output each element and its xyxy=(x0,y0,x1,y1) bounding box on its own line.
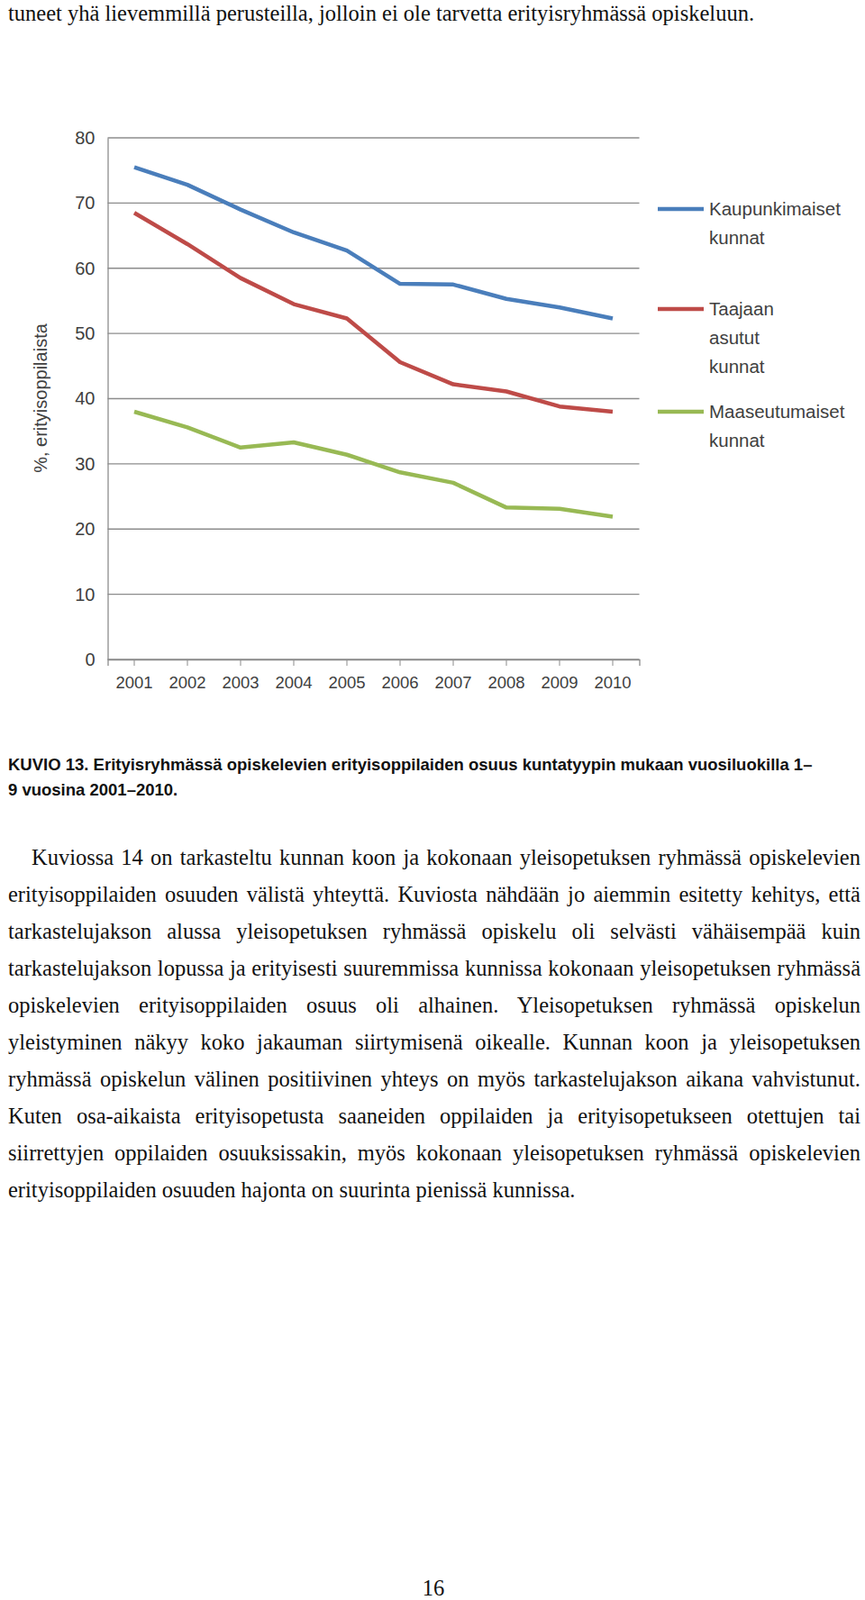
y-tick: 60 xyxy=(74,258,108,279)
x-tick-mark xyxy=(453,659,455,666)
x-tick-label: 2010 xyxy=(593,673,631,692)
y-tick-label: 80 xyxy=(74,127,95,148)
x-tick-mark xyxy=(346,659,348,666)
y-tick-label: 10 xyxy=(74,584,95,605)
x-tick: 2001 xyxy=(115,659,153,692)
series-line xyxy=(134,411,613,518)
x-tick-mark xyxy=(134,659,136,666)
legend-label: Taajaanasututkunnat xyxy=(709,298,774,377)
x-tick: 2007 xyxy=(434,659,472,692)
y-axis-line xyxy=(107,138,109,661)
legend-swatch xyxy=(657,409,704,415)
x-tick-label: 2006 xyxy=(381,673,419,692)
x-tick-mark xyxy=(506,659,508,666)
legend-item: Taajaanasututkunnat xyxy=(657,298,774,377)
y-tick-label: 0 xyxy=(84,649,95,670)
y-tick-label: 20 xyxy=(74,519,95,539)
x-tick-label: 2009 xyxy=(540,673,578,692)
y-tick-label: 70 xyxy=(74,192,95,213)
x-tick-label: 2008 xyxy=(487,673,525,692)
intro-text: tuneet yhä lievemmillä perusteilla, joll… xyxy=(8,0,861,32)
chart: 0102030405060708020012002200320042005200… xyxy=(0,0,865,1600)
y-tick: 50 xyxy=(74,323,108,344)
x-tick-label: 2001 xyxy=(115,673,153,692)
legend-swatch xyxy=(657,307,704,312)
grid-line xyxy=(108,332,640,334)
y-tick: 30 xyxy=(74,454,108,474)
y-tick: 0 xyxy=(84,649,108,670)
y-tick: 40 xyxy=(74,388,108,409)
legend-swatch xyxy=(657,207,704,212)
series-line xyxy=(134,167,613,319)
grid xyxy=(108,137,640,660)
x-tick: 2005 xyxy=(327,659,365,692)
y-tick: 10 xyxy=(74,584,108,605)
x-tick-label: 2005 xyxy=(327,673,365,692)
x-axis-line xyxy=(108,660,640,667)
x-tick-label: 2002 xyxy=(168,673,206,692)
x-tick: 2006 xyxy=(381,659,419,692)
series-line xyxy=(134,212,613,412)
series-lines xyxy=(134,167,613,518)
legend-item: Kaupunkimaisetkunnat xyxy=(657,198,841,248)
x-tick: 2008 xyxy=(487,659,525,692)
legend-label: Maaseutumaisetkunnat xyxy=(709,400,846,451)
page-number: 16 xyxy=(0,1569,865,1600)
legend: Kaupunkimaisetkunnat Taajaanasututkunnat M… xyxy=(657,198,846,451)
y-tick-label: 60 xyxy=(74,258,95,279)
y-axis-title: %, erityisoppilaista xyxy=(30,322,51,474)
grid-line xyxy=(108,136,640,138)
figure-caption: KUVIO 13. Erityisryhmässä opiskelevien e… xyxy=(8,752,820,803)
legend-label: Kaupunkimaisetkunnat xyxy=(709,198,841,248)
x-tick: 2009 xyxy=(540,659,578,692)
grid-line xyxy=(108,593,640,595)
x-tick: 2003 xyxy=(221,659,259,692)
x-tick: 2002 xyxy=(168,659,206,692)
x-tick: 2004 xyxy=(274,659,312,692)
x-tick-label: 2003 xyxy=(221,673,259,692)
body-paragraph: Kuviossa 14 on tarkasteltu kunnan koon j… xyxy=(8,838,861,1209)
y-tick-label: 30 xyxy=(74,454,95,474)
y-tick: 20 xyxy=(74,519,108,539)
grid-line xyxy=(108,398,640,400)
x-tick-mark xyxy=(293,659,295,666)
x-tick-mark xyxy=(187,659,189,666)
x-tick-mark xyxy=(240,659,242,666)
x-tick: 2010 xyxy=(593,659,631,692)
x-tick-mark xyxy=(400,659,401,666)
x-axis: 2001 2002 2003 2004 2005 2006 2007 2008 2009 2010 xyxy=(108,659,640,692)
y-axis: 0 10 20 30 40 50 60 70 80 xyxy=(74,127,109,670)
y-tick-label: 40 xyxy=(74,388,95,409)
x-tick-label: 2007 xyxy=(434,673,472,692)
grid-line xyxy=(108,528,640,530)
grid-line xyxy=(108,202,640,204)
x-tick-mark xyxy=(612,659,614,666)
x-tick-label: 2004 xyxy=(274,673,312,692)
y-tick-label: 50 xyxy=(74,323,95,344)
legend-item: Maaseutumaisetkunnat xyxy=(657,400,846,451)
y-tick: 70 xyxy=(74,192,108,213)
x-tick-mark xyxy=(559,659,561,666)
y-tick: 80 xyxy=(74,127,108,148)
